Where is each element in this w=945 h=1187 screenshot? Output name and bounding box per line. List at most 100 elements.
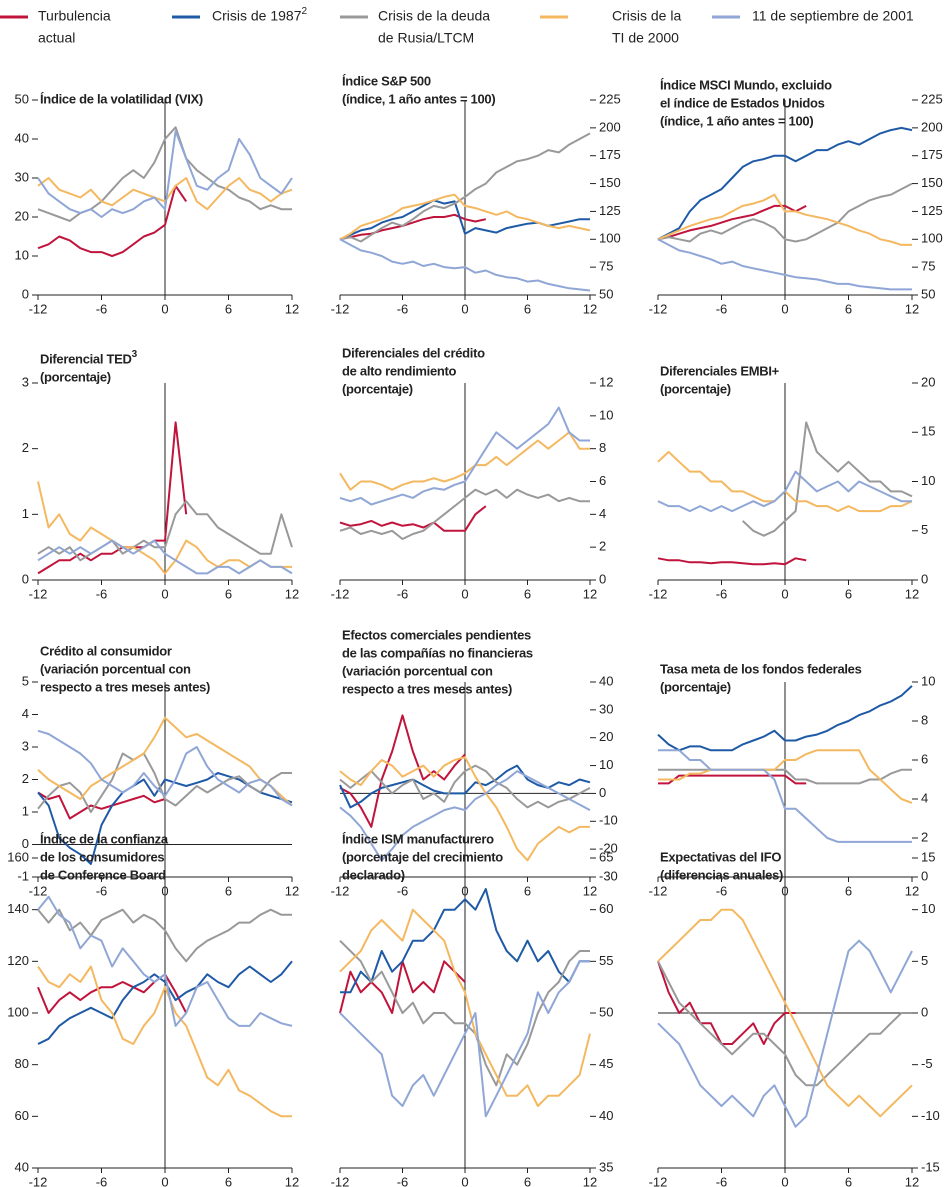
- y-tick-label: 200: [921, 119, 943, 134]
- y-tick-label: 100: [599, 231, 621, 246]
- panel-title: (porcentaje): [342, 381, 413, 396]
- x-tick-label: 12: [583, 586, 597, 601]
- y-tick-label: 100: [921, 231, 943, 246]
- x-tick-label: 12: [285, 301, 299, 316]
- series-line: [339, 488, 590, 540]
- y-tick-label: 50: [921, 286, 935, 301]
- series-line: [37, 960, 293, 1045]
- y-tick-label: 6: [921, 751, 928, 766]
- series-line: [657, 557, 807, 566]
- panel-title: Índice de la volatilidad (VIX): [40, 91, 203, 106]
- x-tick-label: 12: [285, 586, 299, 601]
- panel-title: (porcentaje): [660, 679, 731, 694]
- series-line: [339, 960, 590, 1118]
- panel-title: (variación porcentual con: [40, 661, 191, 676]
- series-line: [339, 756, 590, 862]
- x-tick-label: -12: [649, 586, 668, 601]
- panel-title: (índice, 1 año antes = 100): [342, 91, 495, 106]
- series-line: [37, 965, 292, 1118]
- y-tick-label: 12: [599, 374, 613, 389]
- series-line: [37, 184, 188, 257]
- legend-label: Turbulencia: [38, 8, 111, 24]
- panel-title: (índice, 1 año antes = 100): [660, 113, 813, 128]
- y-tick-label: 0: [921, 571, 928, 586]
- y-tick-label: 225: [921, 91, 943, 106]
- series-line: [657, 685, 913, 752]
- series-line: [657, 960, 912, 1087]
- series-line: [657, 939, 913, 1128]
- y-tick-label: 2: [22, 771, 29, 786]
- y-tick-label: 10: [599, 757, 613, 772]
- x-tick-label: 6: [845, 301, 852, 316]
- x-tick-label: 6: [524, 301, 531, 316]
- series-line: [658, 774, 807, 785]
- series-line: [339, 132, 591, 243]
- y-tick-label: 120: [7, 953, 29, 968]
- legend-label: 11 de septiembre de 2001: [752, 8, 914, 24]
- y-tick-label: 5: [921, 522, 928, 537]
- y-tick-label: 20: [15, 208, 29, 223]
- x-tick-label: -6: [716, 883, 728, 898]
- x-tick-label: -12: [649, 883, 668, 898]
- panel-title: de alto rendimiento: [342, 363, 457, 378]
- series-line: [658, 749, 913, 804]
- y-tick-label: 0: [921, 868, 928, 883]
- y-tick-label: 150: [599, 175, 621, 190]
- series-line: [339, 714, 466, 828]
- x-tick-label: -12: [331, 586, 350, 601]
- x-tick-label: -12: [331, 301, 350, 316]
- panel-title: Efectos comerciales pendientes: [342, 627, 531, 642]
- y-tick-label: 3: [22, 374, 29, 389]
- y-tick-label: 150: [921, 175, 943, 190]
- panel-title: (diferencias anuales): [660, 867, 783, 882]
- x-tick-label: 0: [781, 1174, 788, 1187]
- y-tick-label: 1: [22, 803, 29, 818]
- x-tick-label: -12: [29, 1174, 48, 1187]
- x-tick-label: -6: [96, 883, 108, 898]
- series-line: [339, 238, 591, 292]
- legend-label: TI de 2000: [612, 30, 679, 46]
- x-tick-label: 6: [524, 883, 531, 898]
- x-tick-label: 0: [161, 301, 168, 316]
- y-tick-label: 65: [599, 849, 613, 864]
- y-tick-label: 40: [599, 1108, 613, 1123]
- x-tick-label: 12: [905, 301, 919, 316]
- y-tick-label: 4: [921, 790, 928, 805]
- x-tick-label: -12: [29, 586, 48, 601]
- y-tick-label: 8: [599, 440, 606, 455]
- y-tick-label: 125: [921, 203, 943, 218]
- x-tick-label: 0: [461, 1174, 468, 1187]
- series-line: [339, 764, 591, 809]
- y-tick-label: 60: [599, 901, 613, 916]
- x-tick-label: -6: [716, 586, 728, 601]
- series-line: [37, 539, 293, 575]
- panel-title: declarado): [342, 867, 405, 882]
- y-tick-label: 20: [599, 729, 613, 744]
- legend-label: Crisis de la: [612, 8, 681, 24]
- series-line: [339, 431, 590, 491]
- x-tick-label: -6: [397, 883, 409, 898]
- y-tick-label: 35: [599, 1159, 613, 1174]
- y-tick-label: 1: [22, 506, 29, 521]
- x-tick-label: -6: [96, 1174, 108, 1187]
- series-line: [339, 406, 590, 506]
- x-tick-label: 6: [524, 1174, 531, 1187]
- x-tick-label: 6: [524, 586, 531, 601]
- x-tick-label: 12: [905, 586, 919, 601]
- panel-title: Expectativas del IFO: [660, 849, 781, 864]
- legend-label: Crisis de 19872: [212, 6, 308, 24]
- y-tick-label: -5: [921, 1056, 933, 1071]
- series-line: [339, 960, 466, 1014]
- x-tick-label: 6: [225, 586, 232, 601]
- x-tick-label: 6: [225, 1174, 232, 1187]
- y-tick-label: 15: [921, 424, 935, 439]
- superscript: 3: [132, 349, 138, 360]
- legend-label: actual: [38, 30, 75, 46]
- x-tick-label: 12: [285, 883, 299, 898]
- series-line: [37, 130, 293, 218]
- y-tick-label: -15: [921, 1159, 940, 1174]
- x-tick-label: 12: [583, 1174, 597, 1187]
- y-tick-label: 5: [22, 673, 29, 688]
- y-tick-label: 80: [15, 1056, 29, 1071]
- x-tick-label: -12: [649, 301, 668, 316]
